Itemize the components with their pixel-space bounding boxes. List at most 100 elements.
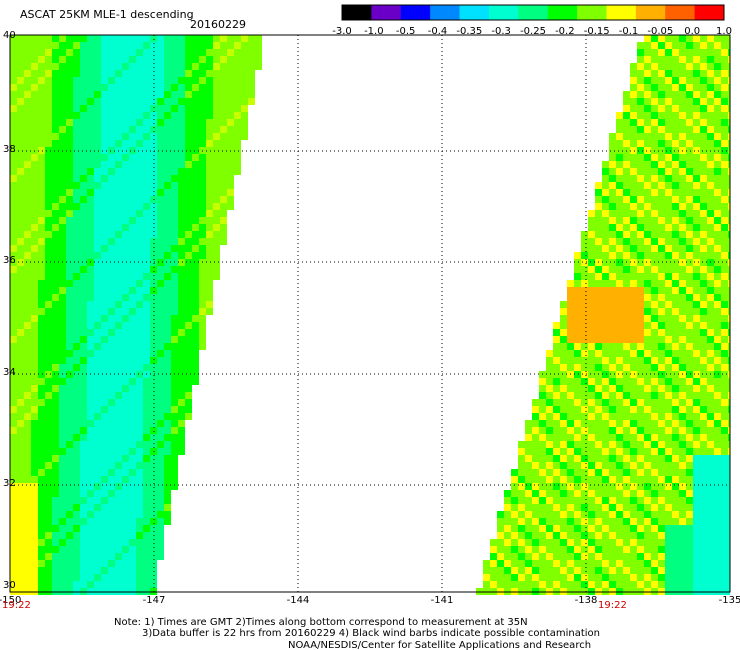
wind-cell (693, 336, 700, 343)
wind-cell (136, 91, 143, 98)
wind-cell (707, 231, 714, 238)
wind-cell (73, 147, 80, 154)
wind-cell (108, 462, 115, 469)
wind-cell (728, 210, 730, 217)
wind-cell (630, 280, 637, 287)
wind-cell (560, 441, 567, 448)
wind-cell (679, 483, 686, 490)
wind-cell (164, 490, 171, 497)
wind-cell (609, 231, 616, 238)
wind-cell (45, 182, 52, 189)
wind-cell (122, 273, 129, 280)
wind-cell (574, 308, 581, 315)
wind-cell (518, 490, 525, 497)
wind-cell (609, 462, 616, 469)
wind-cell (539, 399, 546, 406)
wind-cell (609, 434, 616, 441)
wind-cell (206, 252, 213, 259)
wind-cell (714, 287, 721, 294)
wind-cell (630, 301, 637, 308)
wind-cell (707, 420, 714, 427)
wind-cell (588, 392, 595, 399)
wind-cell (80, 112, 87, 119)
wind-cell (94, 126, 101, 133)
wind-cell (59, 49, 66, 56)
wind-cell (728, 140, 730, 147)
wind-cell (52, 105, 59, 112)
wind-cell (588, 217, 595, 224)
wind-cell (171, 322, 178, 329)
wind-cell (602, 315, 609, 322)
wind-cell (115, 518, 122, 525)
wind-cell (157, 35, 164, 42)
wind-cell (581, 399, 588, 406)
wind-cell (206, 84, 213, 91)
wind-cell (192, 196, 199, 203)
wind-cell (665, 231, 672, 238)
wind-cell (595, 343, 602, 350)
wind-cell (721, 469, 728, 476)
wind-cell (518, 483, 525, 490)
wind-cell (255, 63, 262, 70)
wind-cell (171, 280, 178, 287)
wind-cell (616, 175, 623, 182)
wind-cell (560, 476, 567, 483)
wind-cell (679, 273, 686, 280)
wind-cell (721, 189, 728, 196)
wind-cell (567, 441, 574, 448)
wind-cell (136, 511, 143, 518)
wind-cell (185, 77, 192, 84)
wind-cell (115, 133, 122, 140)
wind-cell (45, 364, 52, 371)
wind-cell (644, 238, 651, 245)
wind-cell (693, 161, 700, 168)
wind-cell (665, 560, 672, 567)
wind-cell (700, 168, 707, 175)
wind-cell (206, 161, 213, 168)
wind-cell (87, 133, 94, 140)
wind-cell (122, 175, 129, 182)
wind-cell (213, 42, 220, 49)
wind-cell (17, 476, 24, 483)
wind-cell (546, 399, 553, 406)
wind-cell (129, 357, 136, 364)
wind-cell (143, 63, 150, 70)
wind-cell (73, 245, 80, 252)
wind-cell (637, 525, 644, 532)
wind-cell (560, 350, 567, 357)
wind-cell (651, 105, 658, 112)
wind-cell (164, 266, 171, 273)
wind-cell (665, 182, 672, 189)
wind-cell (581, 280, 588, 287)
wind-cell (59, 511, 66, 518)
wind-cell (73, 210, 80, 217)
wind-cell (164, 231, 171, 238)
wind-cell (73, 266, 80, 273)
wind-cell (497, 532, 504, 539)
wind-cell (546, 371, 553, 378)
wind-cell (227, 161, 234, 168)
wind-cell (539, 532, 546, 539)
wind-cell (80, 224, 87, 231)
wind-cell (616, 448, 623, 455)
wind-cell (45, 308, 52, 315)
wind-cell (581, 315, 588, 322)
wind-cell (602, 259, 609, 266)
wind-cell (199, 140, 206, 147)
wind-cell (129, 280, 136, 287)
wind-cell (192, 287, 199, 294)
wind-cell (136, 399, 143, 406)
wind-cell (10, 140, 17, 147)
wind-cell (59, 273, 66, 280)
wind-cell (94, 70, 101, 77)
wind-cell (595, 553, 602, 560)
wind-cell (220, 238, 227, 245)
wind-cell (728, 147, 730, 154)
wind-cell (87, 441, 94, 448)
wind-cell (658, 294, 665, 301)
wind-cell (17, 364, 24, 371)
wind-cell (94, 378, 101, 385)
wind-cell (17, 413, 24, 420)
wind-cell (143, 196, 150, 203)
wind-cell (108, 287, 115, 294)
